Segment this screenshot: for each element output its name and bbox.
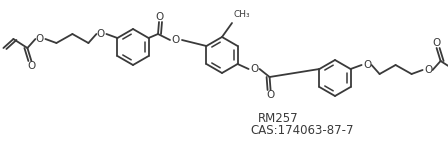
Text: O: O — [172, 35, 180, 45]
Text: O: O — [35, 34, 43, 44]
Text: RM257: RM257 — [258, 111, 299, 124]
Text: CH₃: CH₃ — [234, 10, 250, 19]
Text: O: O — [250, 64, 258, 74]
Text: O: O — [432, 38, 441, 48]
Text: O: O — [363, 60, 372, 70]
Text: CAS:174063-87-7: CAS:174063-87-7 — [250, 123, 353, 136]
Text: O: O — [267, 90, 275, 100]
Text: O: O — [27, 61, 35, 71]
Text: O: O — [156, 12, 164, 22]
Text: O: O — [424, 65, 433, 75]
Text: O: O — [96, 29, 104, 39]
